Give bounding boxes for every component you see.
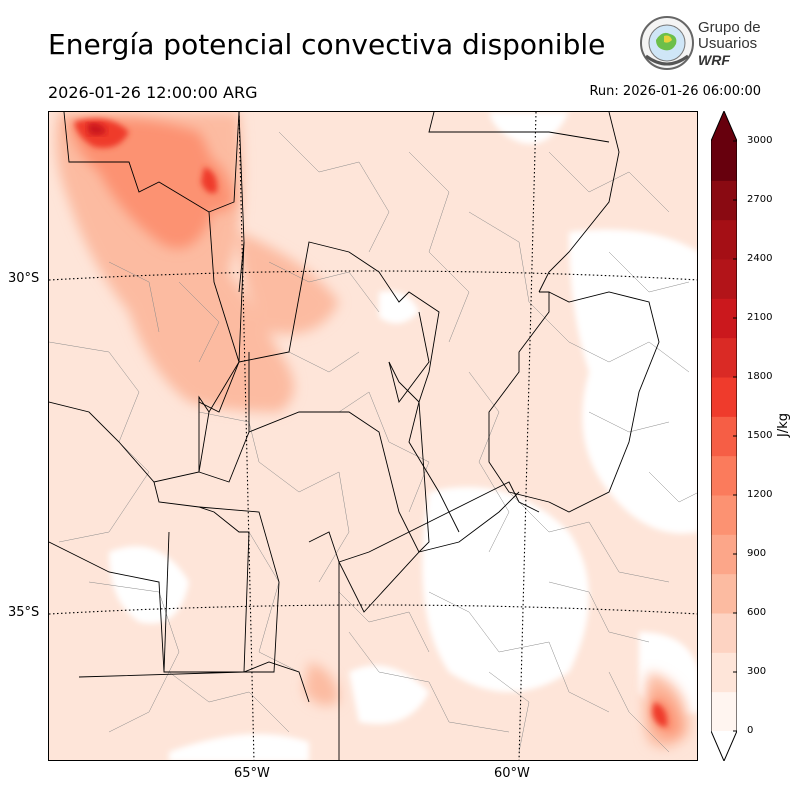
colorbar-tick-label: 300 [747, 666, 767, 677]
wrf-logo: Grupo de Usuarios WRF [638, 14, 768, 74]
cape-peak-areas [87, 123, 107, 136]
colorbar-band [711, 219, 737, 260]
lat-label-30s: 30°S [8, 271, 40, 286]
logo-line-3: WRF [698, 52, 730, 68]
colorbar-tick-label: 2700 [747, 194, 773, 205]
colorbar-tick-label: 1800 [747, 371, 773, 382]
lat-label-35s: 35°S [8, 605, 40, 620]
colorbar-band [711, 416, 737, 457]
globe-emblem-icon [640, 16, 694, 70]
colorbar-band [711, 180, 737, 221]
province-boundaries [49, 112, 660, 760]
department-boundaries [49, 131, 697, 753]
colorbar-tick-label: 1500 [747, 430, 773, 441]
parallel-30s [49, 270, 697, 281]
map-panel [48, 111, 698, 761]
lon-label-60w: 60°W [494, 766, 530, 781]
colorbar-band [711, 652, 737, 693]
colorbar-tick-label: 3000 [747, 135, 773, 146]
chart-title: Energía potencial convectiva disponible [48, 28, 606, 61]
colorbar-band [711, 337, 737, 378]
colorbar-band [711, 495, 737, 535]
cape-field-map [49, 112, 697, 760]
logo-line-2: Usuarios [698, 35, 758, 52]
colorbar [711, 111, 737, 761]
colorbar-unit-label: J/kg [776, 413, 791, 437]
colorbar-tick-label: 900 [747, 548, 767, 559]
colorbar-tick-label: 600 [747, 607, 767, 618]
colorbar-band [711, 377, 737, 417]
graticule-lines [49, 112, 697, 760]
meridian-65w [238, 112, 255, 760]
meridian-60w [518, 112, 537, 760]
colorbar-band [711, 691, 737, 732]
colorbar-extend-min [711, 731, 737, 761]
run-time: Run: 2026-01-26 06:00:00 [589, 84, 761, 99]
colorbar-band [711, 455, 737, 496]
parallel-35s [49, 604, 697, 615]
colorbar-band [711, 573, 737, 614]
colorbar-extend-max [711, 111, 737, 141]
colorbar-tick-label: 2400 [747, 253, 773, 264]
logo-line-1: Grupo de [698, 19, 761, 36]
colorbar-band [711, 141, 737, 181]
colorbar-band [711, 613, 737, 653]
lon-label-65w: 65°W [234, 766, 270, 781]
colorbar-band [711, 298, 737, 339]
colorbar-tick-label: 2100 [747, 312, 773, 323]
colorbar-band [711, 534, 737, 575]
colorbar-tick-label: 0 [747, 725, 754, 736]
colorbar-tick-label: 1200 [747, 489, 773, 500]
colorbar-band [711, 259, 737, 299]
valid-time: 2026-01-26 12:00:00 ARG [48, 83, 258, 102]
